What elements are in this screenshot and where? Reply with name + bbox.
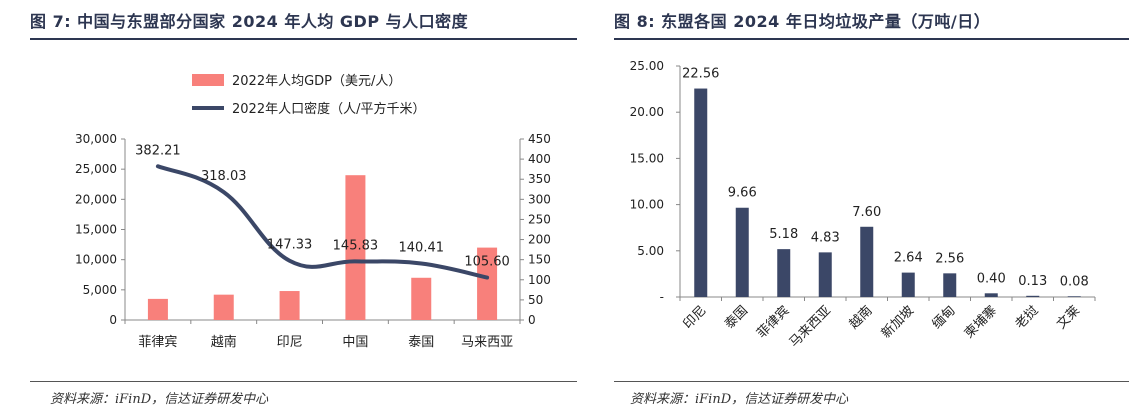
density-data-label: 382.21 <box>135 143 181 158</box>
right-y-tick-label: 400 <box>528 152 551 166</box>
figure-7-panel: 图 7: 中国与东盟部分国家 2024 年人均 GDP 与人口密度 0 5,000… <box>30 12 577 407</box>
x-tick-label: 泰国 <box>722 303 751 332</box>
waste-bar <box>1026 295 1040 297</box>
left-y-tick-label: 15,000 <box>75 223 117 237</box>
figure-8-bottom-rule <box>614 381 1129 382</box>
y-tick-label: 5.00 <box>637 244 664 258</box>
legend-density-label: 2022年人口密度（人/平方千米） <box>232 101 425 117</box>
waste-bar <box>860 226 874 297</box>
x-tick-label: 越南 <box>211 334 237 350</box>
gdp-bar <box>279 291 300 320</box>
waste-bar <box>777 249 791 297</box>
waste-bar <box>901 272 915 297</box>
density-data-label: 145.83 <box>333 238 379 253</box>
gdp-bar <box>477 247 498 320</box>
x-tick-label: 马来西亚 <box>461 335 513 350</box>
gdp-bar <box>411 277 432 320</box>
waste-data-label: 9.66 <box>728 186 757 201</box>
waste-data-label: 2.64 <box>894 251 923 266</box>
density-data-label: 318.03 <box>201 169 247 184</box>
gdp-density-chart: 0 5,000 10,000 15,000 20,000 25,000 30,000 0 50 1… <box>75 74 551 350</box>
right-y-tick-label: 50 <box>528 293 543 307</box>
x-tick-label: 马来西亚 <box>787 303 834 350</box>
waste-data-label: 22.56 <box>682 67 719 82</box>
x-tick-label: 越南 <box>846 303 876 333</box>
y-tick-label: 10.00 <box>630 198 664 212</box>
legend-gdp-swatch <box>192 74 224 86</box>
gdp-bar <box>213 294 234 320</box>
x-tick-label: 新加坡 <box>878 303 917 342</box>
y-tick-label: 25.00 <box>630 59 664 73</box>
waste-data-label: 7.60 <box>852 205 881 220</box>
density-line <box>155 164 490 280</box>
left-y-tick-label: 5,000 <box>83 283 117 297</box>
left-y-tick-label: 30,000 <box>75 132 117 146</box>
left-y-tick-label: 25,000 <box>75 162 117 176</box>
right-y-tick-label: 150 <box>528 253 551 267</box>
x-tick-label: 菲律宾 <box>754 303 793 342</box>
x-tick-label: 印尼 <box>681 303 710 332</box>
right-y-tick-label: 450 <box>528 132 551 146</box>
waste-data-label: 0.13 <box>1018 274 1047 289</box>
x-tick-label: 中国 <box>342 335 368 350</box>
waste-output-chart: - 5.00 10.00 15.00 20.00 25.00 22.56 9.66 5.18 4.… <box>630 59 1096 351</box>
right-y-tick-label: 300 <box>528 192 551 206</box>
right-y-tick-label: 0 <box>528 313 536 327</box>
left-y-tick-label: 20,000 <box>75 192 117 206</box>
right-y-tick-label: 350 <box>528 172 551 186</box>
gdp-bar <box>147 298 168 320</box>
y-tick-label: 20.00 <box>630 105 664 119</box>
x-tick-label: 印尼 <box>277 335 303 350</box>
waste-bar <box>694 88 708 298</box>
density-data-label: 105.60 <box>464 255 510 270</box>
figure-7-source: 资料来源：iFinD，信达证券研发中心 <box>50 392 269 407</box>
right-y-tick-label: 250 <box>528 212 551 226</box>
waste-data-label: 0.08 <box>1060 274 1089 289</box>
figure-8-panel: 图 8: 东盟各国 2024 年日均垃圾产量（万吨/日） - 5.00 10.00 1… <box>600 0 1137 412</box>
waste-bar <box>1067 296 1081 297</box>
gdp-bar <box>345 175 366 320</box>
figure-7-top-rule <box>30 38 577 40</box>
x-tick-label: 文莱 <box>1054 303 1083 332</box>
x-tick-label: 泰国 <box>408 335 434 350</box>
density-data-label: 147.33 <box>267 238 313 253</box>
waste-data-label: 0.40 <box>977 271 1006 286</box>
x-tick-label: 菲律宾 <box>138 334 177 350</box>
waste-data-label: 5.18 <box>769 227 798 242</box>
density-data-label: 140.41 <box>399 241 445 256</box>
figure-7-bottom-rule <box>30 381 577 382</box>
waste-bar <box>818 252 832 297</box>
left-y-tick-label: 0 <box>109 313 117 327</box>
right-y-tick-label: 100 <box>528 273 551 287</box>
x-tick-label: 柬埔寨 <box>961 303 1000 342</box>
waste-bar <box>943 273 957 297</box>
right-y-tick-label: 200 <box>528 233 551 247</box>
y-tick-label: 15.00 <box>630 151 664 165</box>
legend-gdp-label: 2022年人均GDP（美元/人） <box>232 74 401 89</box>
y-tick-label: - <box>660 290 664 304</box>
figure-8-title: 图 8: 东盟各国 2024 年日均垃圾产量（万吨/日） <box>614 12 991 31</box>
figure-8-source: 资料来源：iFinD，信达证券研发中心 <box>630 392 849 407</box>
figure-7-title: 图 7: 中国与东盟部分国家 2024 年人均 GDP 与人口密度 <box>30 12 469 31</box>
figure-8-top-rule <box>614 38 1129 40</box>
x-tick-label: 缅甸 <box>930 303 959 332</box>
x-tick-label: 老挝 <box>1013 303 1042 332</box>
waste-bar <box>984 293 998 297</box>
waste-data-label: 4.83 <box>811 230 840 245</box>
left-y-tick-label: 10,000 <box>75 253 117 267</box>
waste-data-label: 2.56 <box>935 251 964 266</box>
waste-bar <box>735 207 749 297</box>
